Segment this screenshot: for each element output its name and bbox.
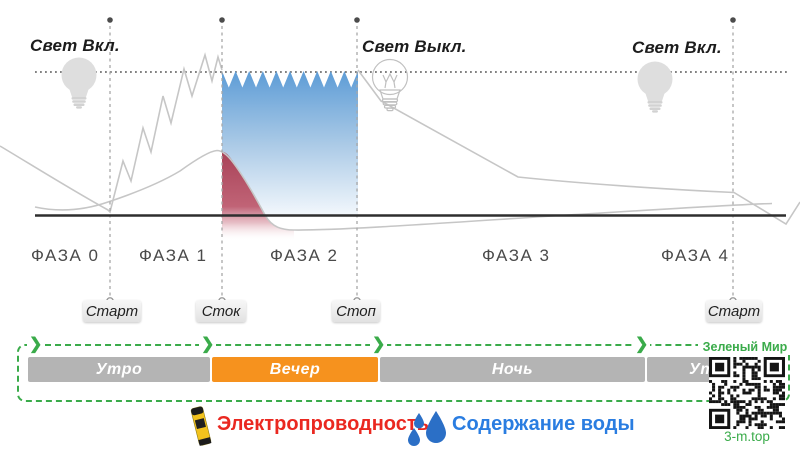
bulb-on-icon <box>61 57 97 109</box>
arrow-chevron-icon: ❯ <box>633 336 651 353</box>
light-off-label: Свет Выкл. <box>362 37 467 56</box>
qr-code <box>709 357 785 429</box>
stop-button[interactable]: Стоп <box>332 300 380 322</box>
phase-3-label: ФАЗА 3 <box>482 246 551 265</box>
phase-4-label: ФАЗА 4 <box>661 246 730 265</box>
arrow-chevron-icon: ❯ <box>370 336 388 353</box>
start-button[interactable]: Старт <box>706 300 762 322</box>
timeline-segment-morning: Утро <box>28 357 210 382</box>
water-content-line-left <box>0 52 223 214</box>
phase-1-label: ФАЗА 1 <box>139 246 208 265</box>
light-on-label: Свет Вкл. <box>632 38 722 57</box>
ec-legend-label: Электропроводность <box>217 413 429 435</box>
phase-2-label: ФАЗА 2 <box>270 246 339 265</box>
bulb-on-icon <box>637 61 673 113</box>
ec-area <box>222 151 294 241</box>
timeline-segment-night: Ночь <box>380 357 645 382</box>
boundary-top-dots <box>107 17 736 23</box>
ec-meter-icon <box>190 406 212 446</box>
arrow-chevron-icon: ❯ <box>199 336 217 353</box>
timeline-segment-evening: Вечер <box>212 357 378 382</box>
water-content-legend-label: Содержание воды <box>452 413 635 435</box>
water-drops-icon <box>408 411 446 446</box>
water-content-line-right <box>357 69 800 226</box>
brand-site-url: 3-m.top <box>724 429 770 444</box>
ec-line <box>34 149 773 231</box>
brand-name: Зеленый Мир <box>698 340 792 355</box>
water-content-area <box>222 71 358 215</box>
phase-0-label: ФАЗА 0 <box>31 246 100 265</box>
arrow-chevron-icon: ❯ <box>27 336 45 353</box>
light-on-label: Свет Вкл. <box>30 36 120 55</box>
day-cycle-frame <box>17 344 790 402</box>
bulb-off-icon <box>371 58 409 112</box>
drain-button[interactable]: Сток <box>196 300 246 322</box>
start-button[interactable]: Старт <box>83 300 141 322</box>
